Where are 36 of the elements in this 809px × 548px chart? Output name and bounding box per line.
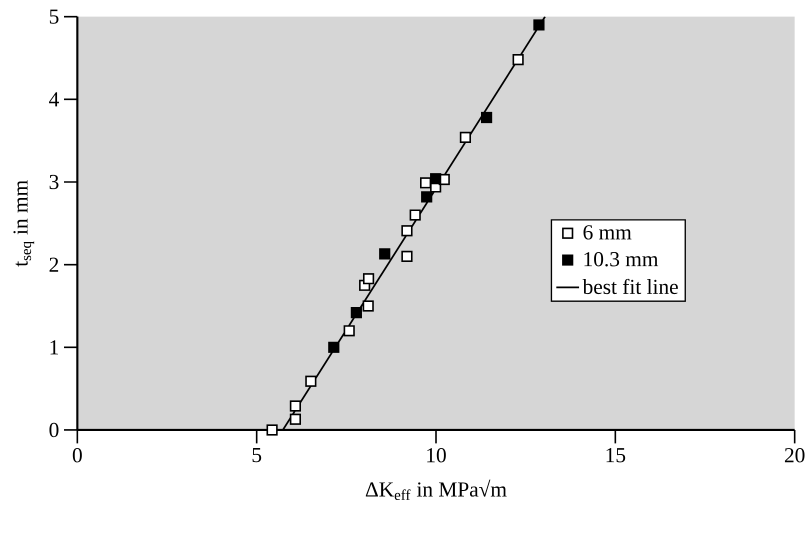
point xyxy=(362,300,374,312)
x-tick-label: 10 xyxy=(427,448,446,462)
y-axis-title: t$_{seq}$ in mm xyxy=(13,180,34,267)
point xyxy=(480,112,492,124)
y-tick-label: 1 xyxy=(50,340,58,354)
point xyxy=(305,376,316,387)
x-tick-label: 5 xyxy=(252,448,262,462)
point xyxy=(421,191,432,202)
x-tick-label: 20 xyxy=(784,448,805,462)
point xyxy=(420,177,432,188)
point xyxy=(362,273,374,284)
point xyxy=(512,54,524,66)
y-tick-label: 4 xyxy=(49,92,59,106)
y-tick-label: 3 xyxy=(50,174,58,190)
y-tick-label: 5 xyxy=(50,10,58,24)
y-tick-label: 0 xyxy=(49,422,58,438)
point xyxy=(401,225,413,236)
point xyxy=(410,209,421,221)
point xyxy=(344,325,355,336)
point xyxy=(328,342,340,353)
point xyxy=(460,132,472,143)
y-tick-label: 2 xyxy=(50,258,58,272)
point xyxy=(266,424,278,436)
point xyxy=(350,307,362,318)
point xyxy=(290,400,302,412)
point xyxy=(290,414,302,425)
point xyxy=(533,19,545,31)
x-axis-title: ΔK$_{eff}$ in MPa√m xyxy=(366,480,507,500)
point xyxy=(401,250,413,262)
point xyxy=(430,173,442,184)
x-tick-label: 15 xyxy=(606,448,626,462)
legend-label: 10.3 mm xyxy=(584,252,658,266)
x-tick-label: 0 xyxy=(72,448,82,462)
legend-label: 6 mm xyxy=(584,225,632,240)
point xyxy=(379,248,390,260)
legend-label: best fit line xyxy=(582,278,678,294)
